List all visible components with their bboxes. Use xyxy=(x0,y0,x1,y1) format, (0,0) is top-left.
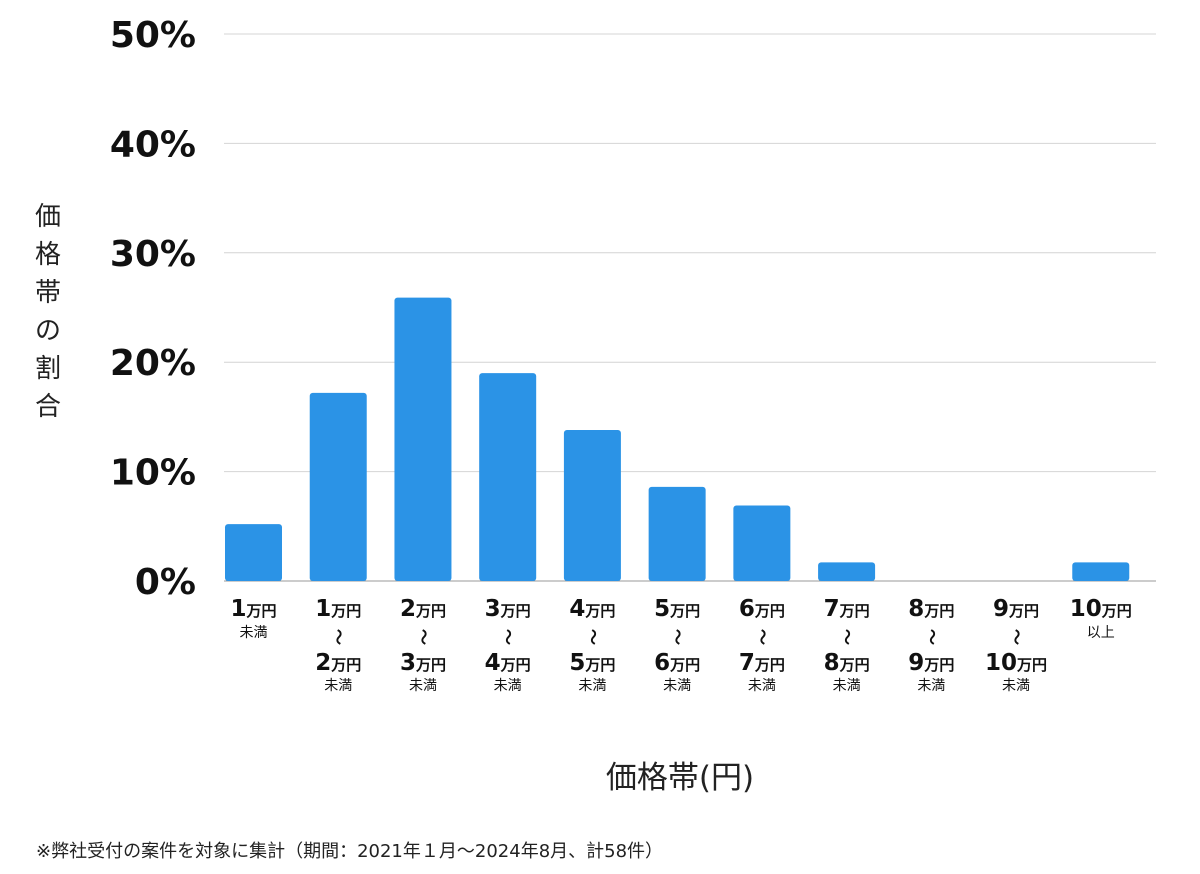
footnote: ※弊社受付の案件を対象に集計（期間：2021年１月〜2024年8月、計58件） xyxy=(36,841,664,862)
x-tick-suffix: 未満 xyxy=(833,678,861,694)
x-axis-title: 価格帯(円) xyxy=(605,760,755,796)
bar xyxy=(733,505,791,581)
bar xyxy=(309,392,367,581)
x-tick-label: 9万円 xyxy=(908,650,954,676)
x-tick-label: 5万円 xyxy=(654,596,700,622)
y-tick-label: 10% xyxy=(110,453,196,494)
x-tick-label: 8万円 xyxy=(824,650,870,676)
range-separator: 〜 xyxy=(499,629,518,645)
x-tick-label: 6万円 xyxy=(739,596,785,622)
range-separator: 〜 xyxy=(838,629,857,645)
x-tick-label: 3万円 xyxy=(400,650,446,676)
range-separator: 〜 xyxy=(329,629,348,645)
y-tick-label: 30% xyxy=(110,234,196,275)
y-tick-label: 40% xyxy=(110,124,196,165)
y-axis-label-char: の xyxy=(34,316,61,346)
x-tick-label: 1万円 xyxy=(315,596,361,622)
y-tick-label: 20% xyxy=(110,343,196,384)
x-tick-label: 2万円 xyxy=(315,650,361,676)
x-tick-label: 6万円 xyxy=(654,650,700,676)
x-tick-suffix: 未満 xyxy=(240,625,268,641)
x-tick-suffix: 未満 xyxy=(578,678,606,694)
x-tick-suffix: 未満 xyxy=(494,678,522,694)
x-tick-label: 7万円 xyxy=(824,596,870,622)
x-tick-label: 4万円 xyxy=(485,650,531,676)
y-axis-label: 価格帯の割合 xyxy=(28,198,68,426)
x-tick-label: 2万円 xyxy=(400,596,446,622)
y-axis-label-char: 価 xyxy=(34,202,61,232)
x-tick-suffix: 以上 xyxy=(1087,625,1115,641)
x-tick-label: 8万円 xyxy=(908,596,954,622)
range-separator: 〜 xyxy=(583,629,602,645)
x-tick-suffix: 未満 xyxy=(409,678,437,694)
range-separator: 〜 xyxy=(753,629,772,645)
y-axis-label-char: 合 xyxy=(34,392,61,422)
x-tick-suffix: 未満 xyxy=(917,678,945,694)
y-axis-label-char: 格 xyxy=(34,240,61,270)
y-tick-label: 50% xyxy=(110,15,196,56)
x-tick-label: 10万円 xyxy=(1070,596,1132,622)
bar xyxy=(818,562,876,581)
x-tick-label: 3万円 xyxy=(485,596,531,622)
x-tick-label: 1万円 xyxy=(230,596,276,622)
range-separator: 〜 xyxy=(922,629,941,645)
bar xyxy=(648,486,706,581)
range-separator: 〜 xyxy=(1007,629,1026,645)
x-tick-suffix: 未満 xyxy=(324,678,352,694)
x-tick-suffix: 未満 xyxy=(748,678,776,694)
y-axis-label-char: 帯 xyxy=(34,278,61,308)
x-tick-label: 10万円 xyxy=(985,650,1047,676)
bar xyxy=(394,297,452,581)
x-tick-suffix: 未満 xyxy=(1002,678,1030,694)
x-tick-label: 9万円 xyxy=(993,596,1039,622)
x-tick-label: 4万円 xyxy=(569,596,615,622)
range-separator: 〜 xyxy=(414,629,433,645)
bar xyxy=(563,430,621,581)
bar xyxy=(479,373,537,581)
y-axis-label-char: 割 xyxy=(34,354,61,384)
x-tick-suffix: 未満 xyxy=(663,678,691,694)
bar xyxy=(1072,562,1130,581)
range-separator: 〜 xyxy=(668,629,687,645)
bar xyxy=(225,524,282,581)
x-tick-label: 7万円 xyxy=(739,650,785,676)
x-tick-label: 5万円 xyxy=(569,650,615,676)
y-tick-label: 0% xyxy=(135,562,196,603)
